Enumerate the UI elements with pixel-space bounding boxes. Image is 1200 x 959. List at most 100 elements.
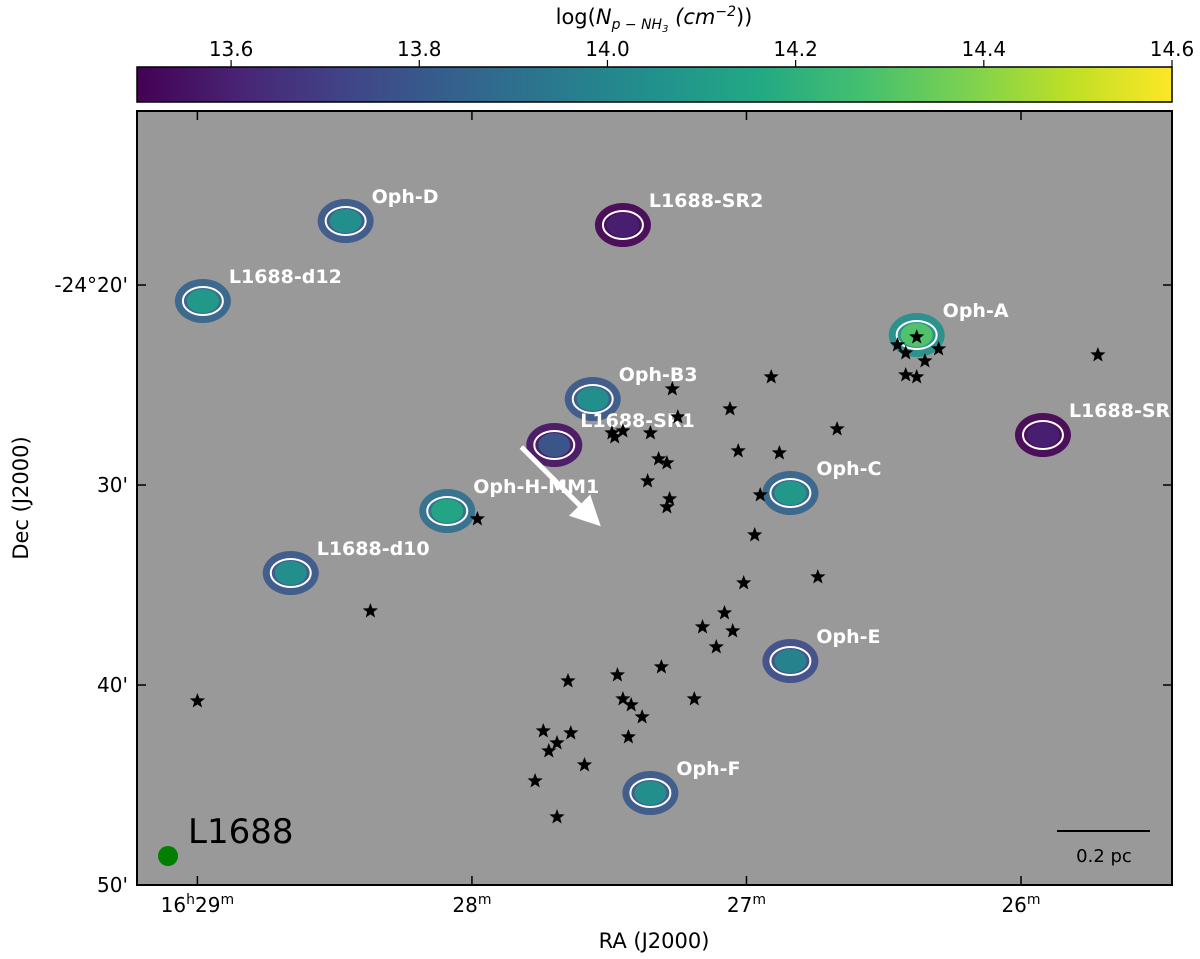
emission-core (606, 213, 639, 237)
protostar-marker (541, 743, 557, 758)
y-tick-label: -24°20' (54, 273, 128, 297)
colorbar-label: log(Np − NH3 (cm−2)) (556, 4, 753, 35)
plot-area: Oph-D L1688-SR2Oph-AL1688-d12Oph-B3L1688-… (54, 110, 1183, 917)
region-label: L1688-SR3 (1069, 400, 1183, 422)
protostar-marker (730, 443, 746, 458)
colorbar-tick-label: 14.6 (1150, 37, 1195, 61)
protostar-marker (549, 735, 565, 750)
protostar-marker (694, 619, 711, 634)
beam-marker (158, 846, 178, 866)
protostar-marker (640, 473, 656, 488)
protostar-marker (909, 369, 925, 384)
protostar-marker (620, 729, 636, 744)
protostar-marker (604, 425, 620, 440)
protostar-marker (917, 353, 933, 368)
protostar-marker (898, 367, 914, 382)
colorbar-tick-label: 14.4 (962, 37, 1007, 61)
protostar-marker (708, 639, 724, 654)
protostar-marker (634, 709, 650, 724)
y-tick-label: 30' (97, 473, 128, 497)
protostar-marker (189, 693, 205, 708)
region-labels: Oph-D L1688-SR2 Oph-A L1688-d12 Oph-B3 L1688-… (229, 186, 1183, 780)
region-contour (629, 778, 672, 808)
protostar-marker (659, 455, 675, 470)
protostar-marker (560, 673, 576, 688)
protostar-marker (662, 491, 678, 506)
protostar-marker (716, 605, 733, 620)
protostar-marker (535, 723, 551, 738)
axis-ticks: 16h29m 28m 27m 26m -24°20' 30' 40' 50' (54, 111, 1172, 917)
field-label: L1688 (188, 812, 293, 852)
protostars (189, 329, 1106, 824)
region-contour (769, 478, 812, 508)
emission-core (634, 781, 667, 805)
region-contour (895, 320, 938, 350)
region-label: Oph-D (372, 186, 439, 208)
protostar-marker (469, 511, 485, 526)
emission-core (774, 649, 807, 673)
protostar-marker (563, 725, 579, 740)
colorbar-tick-label: 14.0 (585, 37, 630, 61)
protostar-marker (607, 429, 623, 444)
protostar-marker (659, 499, 675, 514)
annotation-arrow (519, 445, 601, 527)
region-label: Oph-C (816, 458, 881, 480)
protostar-marker (362, 603, 378, 618)
protostar-marker (549, 809, 565, 824)
emission-core (329, 209, 362, 233)
protostar-marker (623, 697, 639, 712)
region-label: Oph-H-MM1 (473, 476, 599, 498)
emission-core (538, 433, 571, 457)
colorbar-gradient (136, 66, 1173, 103)
x-axis-title: RA (J2000) (599, 929, 710, 953)
region-label: Oph-B3 (619, 364, 698, 386)
plot-frame (136, 110, 1173, 886)
region-contour (181, 286, 224, 316)
protostar-marker (615, 423, 631, 438)
protostar-marker (664, 381, 680, 396)
y-tick-label: 40' (97, 673, 128, 697)
region-label: Oph-A (943, 300, 1009, 322)
region-label: Oph-E (816, 626, 880, 648)
protostar-marker (736, 575, 752, 590)
region-contour (601, 210, 644, 240)
region-label: L1688-d10 (317, 538, 430, 560)
protostar-marker (609, 667, 625, 682)
region-contour (324, 206, 367, 236)
region-contour (426, 496, 469, 526)
protostar-marker (722, 401, 738, 416)
emission-core (1026, 423, 1059, 447)
x-tick-label: 16h29m (161, 892, 234, 917)
protostar-marker (898, 345, 914, 360)
protostar-marker (670, 409, 686, 424)
region-contour (1021, 420, 1064, 450)
y-axis-title: Dec (J2000) (9, 436, 33, 559)
scale-bar-label: 0.2 pc (1076, 846, 1132, 867)
protostar-marker (615, 691, 631, 706)
protostar-marker (889, 337, 906, 352)
region-label: L1688-SR1 (580, 410, 694, 432)
colorbar-tick-label: 13.6 (209, 37, 254, 61)
contours (181, 206, 1064, 808)
region-contour (571, 384, 614, 414)
protostar-marker (771, 445, 787, 460)
emission-core (431, 499, 464, 523)
protostar-marker (725, 623, 741, 638)
protostar-marker (576, 757, 593, 772)
protostar-marker (829, 421, 845, 436)
protostar-marker (931, 341, 947, 356)
x-tick-label: 26m (1001, 892, 1040, 917)
emission-core (774, 481, 807, 505)
region-contour (769, 646, 812, 676)
region-label: Oph-F (676, 758, 740, 780)
colorbar: log(Np − NH3 (cm−2)) 13.6 13.8 14.0 14.2 14.… (136, 4, 1195, 103)
x-tick-label: 28m (452, 892, 491, 917)
plot-background (137, 111, 1172, 885)
protostar-marker (686, 691, 702, 706)
y-tick-label: 50' (97, 873, 128, 897)
protostar-marker (653, 659, 669, 674)
colorbar-tick-label: 14.2 (773, 37, 818, 61)
protostar-marker (1090, 347, 1106, 362)
protostar-marker (810, 569, 826, 584)
